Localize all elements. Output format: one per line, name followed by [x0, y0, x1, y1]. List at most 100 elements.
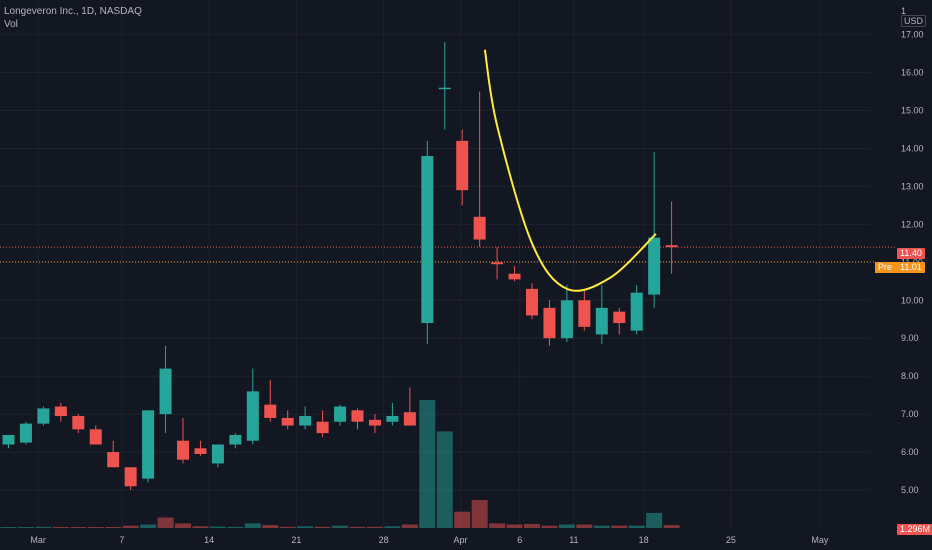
y-tick-label: 10.00	[901, 295, 924, 305]
candle-body	[421, 156, 434, 324]
y-tick-label: 5.00	[901, 485, 919, 495]
pre-market-tag: Pre	[875, 262, 896, 273]
time-axis[interactable]: Mar 7 14 21 28 Apr 6 11 18 25 May	[30, 535, 829, 545]
candle-body	[211, 444, 224, 464]
volume-bar	[314, 526, 331, 528]
candle-body	[578, 300, 591, 327]
x-tick-label: 18	[639, 535, 649, 545]
candle-body	[665, 245, 678, 248]
candle-body	[613, 311, 626, 324]
volume-bar	[401, 524, 418, 528]
x-tick-label: 28	[379, 535, 389, 545]
volume-bar	[419, 400, 436, 528]
volume-bar	[646, 512, 663, 528]
x-tick-label: 14	[204, 535, 214, 545]
candle-body	[124, 467, 137, 487]
candle-body	[560, 300, 573, 339]
x-tick-label: 21	[291, 535, 301, 545]
volume-bar	[122, 525, 139, 528]
x-tick-label: 6	[517, 535, 522, 545]
volume-bar	[663, 525, 680, 528]
candle-body	[386, 416, 399, 422]
candle-body	[526, 288, 538, 316]
currency-selector[interactable]: 1 USD	[901, 6, 932, 27]
candle-body	[473, 216, 486, 240]
volume-bar	[262, 525, 279, 528]
candle-body	[508, 273, 521, 280]
volume-bar	[454, 511, 471, 528]
candle-body	[543, 307, 556, 339]
volume-bar	[87, 527, 104, 528]
candle-body	[142, 410, 155, 479]
price-axis[interactable]: 5.006.007.008.009.0010.0011.0012.0013.00…	[901, 30, 924, 495]
volume-bar	[506, 524, 523, 528]
volume-bar	[349, 526, 366, 528]
candle-body	[438, 87, 451, 90]
volume-bar	[593, 525, 610, 528]
candle-body	[351, 410, 364, 422]
candle-body	[264, 404, 277, 418]
last-price-badge: 11.40	[897, 248, 925, 259]
y-tick-label: 6.00	[901, 447, 919, 457]
volume-bar	[52, 527, 69, 528]
volume-bar	[157, 517, 174, 528]
volume-bar	[332, 525, 349, 528]
candle-body	[72, 416, 85, 430]
volume-bar	[70, 527, 87, 528]
volume-bar	[384, 526, 401, 528]
annotation-curve[interactable]	[483, 49, 657, 292]
candle-body	[316, 421, 329, 434]
currency-label: USD	[901, 15, 927, 27]
volume-bar	[175, 523, 191, 528]
y-tick-label: 17.00	[901, 30, 924, 40]
candle-body	[2, 435, 15, 445]
chart-legend: Longeveron Inc., 1D, NASDAQ Vol	[4, 5, 142, 31]
candlesticks	[2, 42, 678, 491]
y-tick-label: 8.00	[901, 371, 919, 381]
y-tick-label: 9.00	[901, 333, 919, 343]
candle-body	[299, 416, 312, 426]
volume-bar	[489, 523, 506, 528]
volume-indicator-label[interactable]: Vol	[4, 19, 18, 30]
x-tick-label: May	[811, 535, 829, 545]
candle-body	[89, 429, 102, 445]
pre-market-value: 11.01	[900, 262, 922, 272]
y-tick-label: 14.00	[901, 143, 924, 153]
volume-bar	[576, 524, 593, 528]
volume-bar	[17, 527, 34, 528]
volume-bar	[541, 525, 558, 528]
volume-bar	[209, 526, 226, 528]
candle-body	[54, 406, 67, 417]
volume-bar	[628, 525, 645, 528]
y-tick-label: 12.00	[901, 219, 924, 229]
x-tick-label: Mar	[30, 535, 46, 545]
y-tick-label: 15.00	[901, 105, 924, 115]
candle-body	[37, 408, 50, 424]
candle-body	[630, 292, 643, 331]
volume-bar	[0, 527, 17, 528]
volume-bar	[471, 500, 488, 528]
symbol-title[interactable]: Longeveron Inc., 1D, NASDAQ	[4, 6, 142, 17]
candle-body	[491, 262, 504, 265]
candle-body	[403, 412, 416, 426]
candle-body	[246, 391, 259, 441]
chart-grid	[0, 0, 870, 528]
volume-bar	[192, 526, 209, 528]
last-price-value: 11.40	[900, 248, 922, 258]
volume-bars	[0, 400, 680, 528]
volume-bar	[227, 526, 244, 528]
y-tick-label: 16.00	[901, 68, 924, 78]
candle-body	[177, 440, 189, 460]
candle-body	[159, 368, 172, 415]
y-tick-label: 7.00	[901, 409, 919, 419]
volume-bar	[524, 523, 540, 528]
price-lines	[0, 246, 895, 263]
volume-bar	[611, 525, 628, 528]
volume-bar	[244, 523, 261, 528]
volume-bar	[558, 524, 575, 528]
volume-badge: 1.296M	[897, 524, 932, 535]
y-tick-label: 13.00	[901, 181, 924, 191]
x-tick-label: Apr	[453, 535, 467, 545]
x-tick-label: 11	[569, 535, 578, 545]
